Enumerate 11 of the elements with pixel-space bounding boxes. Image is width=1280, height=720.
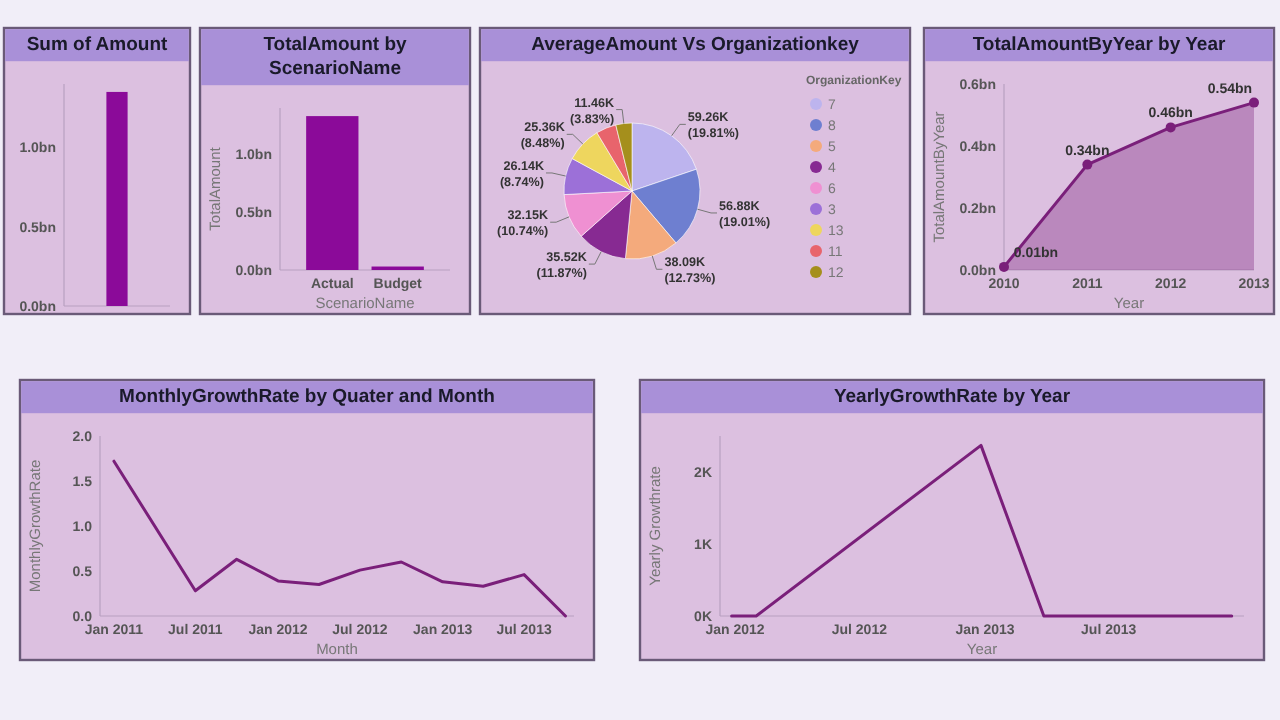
chart-title: Sum of Amount (26, 34, 170, 56)
point (1082, 159, 1093, 170)
line-series (112, 459, 567, 618)
point (1165, 122, 1176, 133)
chart-title: YearlyGrowthRate by Year (833, 386, 1071, 408)
chart-title: TotalAmount by ScenarioName (263, 34, 409, 80)
chart-title: AverageAmount Vs Organizationkey (531, 34, 861, 56)
chart-title: MonthlyGrowthRate by Quater and Month (119, 386, 496, 408)
chart-title: TotalAmountByYear by Year (972, 34, 1226, 56)
point (999, 261, 1009, 272)
point (1249, 97, 1259, 108)
